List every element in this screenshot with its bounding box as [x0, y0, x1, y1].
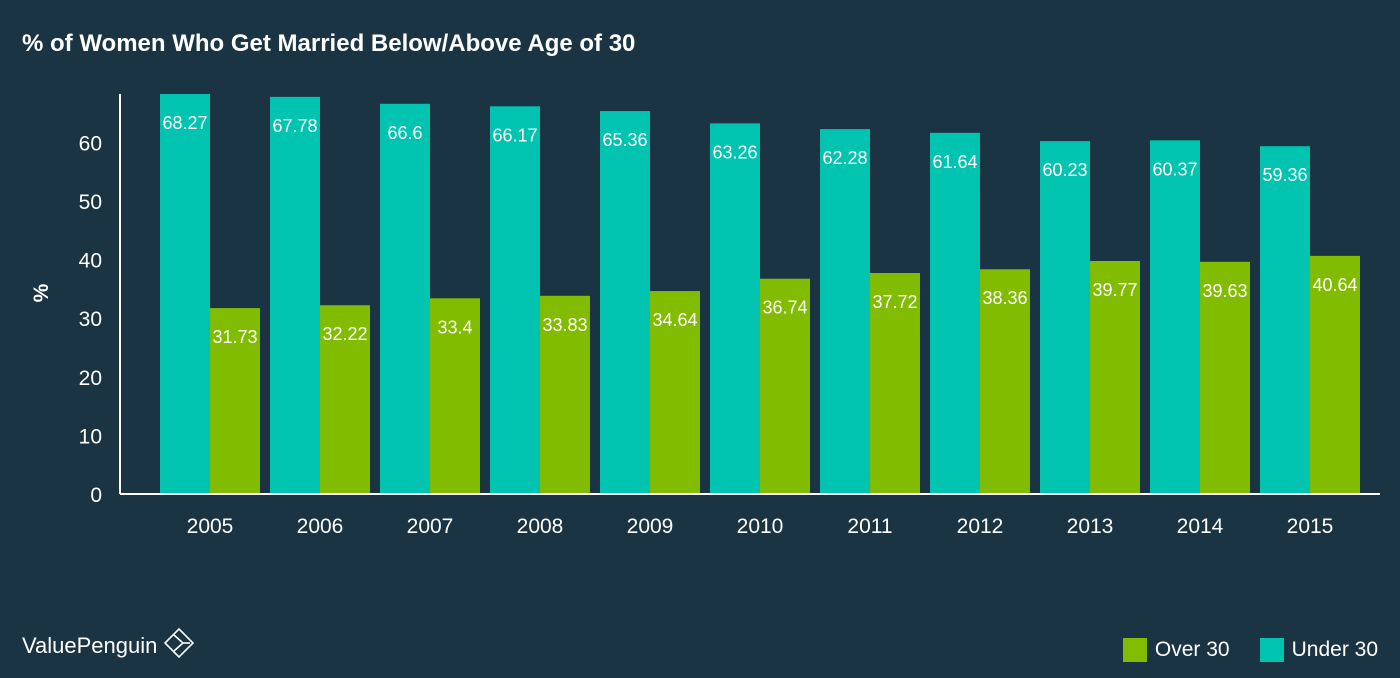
x-tick-label-2009: 2009: [627, 515, 674, 538]
data-label-under-30-2012: 61.64: [932, 152, 977, 172]
y-tick-label-0: 0: [90, 484, 102, 507]
x-tick-label-2014: 2014: [1177, 515, 1224, 538]
legend-item-under-30: Under 30: [1259, 638, 1378, 662]
bar-under-30-2012: [930, 132, 980, 494]
data-label-under-30-2013: 60.23: [1042, 160, 1087, 180]
bar-over-30-2008: [540, 295, 590, 494]
data-label-under-30-2011: 62.28: [822, 148, 867, 168]
data-label-under-30-2008: 66.17: [492, 125, 537, 145]
legend-swatch-over-30: [1122, 638, 1147, 662]
data-label-over-30-2012: 38.36: [982, 288, 1027, 308]
x-tick-label-2007: 2007: [407, 515, 454, 538]
bar-over-30-2010: [760, 278, 810, 494]
bar-under-30-2015: [1260, 146, 1310, 495]
bar-over-30-2011: [870, 272, 920, 494]
y-tick-label-40: 40: [79, 250, 102, 273]
bar-under-30-2014: [1150, 140, 1200, 494]
data-label-under-30-2015: 59.36: [1262, 165, 1307, 185]
bar-over-30-2014: [1200, 261, 1250, 494]
chart-legend: Over 30 Under 30: [1122, 638, 1378, 662]
data-label-under-30-2005: 68.27: [162, 113, 207, 133]
data-label-over-30-2007: 33.4: [437, 317, 472, 337]
bar-under-30-2009: [600, 111, 650, 494]
y-tick-label-50: 50: [79, 191, 102, 214]
data-labels-layer: 68.27 31.73 67.78 32.22 66.6 33.4 66.17 33.83 65…: [162, 113, 1357, 347]
x-tick-label-2015: 2015: [1287, 515, 1334, 538]
x-tick-label-2006: 2006: [297, 515, 344, 538]
data-label-under-30-2007: 66.6: [387, 123, 422, 143]
chart-title: % of Women Who Get Married Below/Above A…: [22, 30, 636, 57]
data-label-under-30-2009: 65.36: [602, 130, 647, 150]
legend-label-over-30: Over 30: [1154, 638, 1230, 661]
x-tick-label-2011: 2011: [847, 515, 892, 538]
axes-layer: 2005 2006 2007 2008 2009 2010 2011 2012 2013 2014…: [30, 94, 1380, 538]
data-label-under-30-2010: 63.26: [712, 142, 757, 162]
data-label-over-30-2011: 37.72: [872, 292, 917, 312]
bar-over-30-2015: [1310, 255, 1360, 494]
x-tick-label-2008: 2008: [517, 515, 564, 538]
x-tick-label-2005: 2005: [187, 515, 234, 538]
y-tick-label-60: 60: [79, 132, 102, 155]
data-label-over-30-2006: 32.22: [322, 324, 367, 344]
bar-under-30-2013: [1040, 141, 1090, 495]
bar-over-30-2007: [430, 298, 480, 494]
bar-under-30-2011: [820, 129, 870, 494]
legend-swatch-under-30: [1259, 638, 1284, 662]
x-tick-label-2013: 2013: [1067, 515, 1114, 538]
bar-under-30-2010: [710, 123, 760, 494]
bar-over-30-2013: [1090, 260, 1140, 494]
data-label-over-30-2009: 34.64: [652, 310, 697, 330]
bar-under-30-2007: [380, 103, 430, 495]
y-tick-label-30: 30: [79, 308, 102, 331]
y-tick-label-10: 10: [79, 425, 102, 448]
bar-under-30-2008: [490, 106, 540, 495]
brand-name: ValuePenguin: [22, 632, 158, 658]
bar-over-30-2012: [980, 269, 1030, 494]
data-label-over-30-2010: 36.74: [762, 298, 807, 318]
x-tick-label-2012: 2012: [957, 515, 1004, 538]
data-label-under-30-2006: 67.78: [272, 116, 317, 136]
data-label-under-30-2014: 60.37: [1152, 159, 1197, 179]
data-label-over-30-2014: 39.63: [1202, 281, 1247, 301]
x-tick-label-2010: 2010: [737, 515, 784, 538]
data-label-over-30-2005: 31.73: [212, 327, 257, 347]
bar-under-30-2006: [270, 96, 320, 494]
bar-over-30-2006: [320, 305, 370, 494]
data-label-over-30-2008: 33.83: [542, 315, 587, 335]
y-axis-label: %: [30, 283, 53, 302]
valuepenguin-logo-icon: [163, 627, 195, 664]
data-label-over-30-2015: 40.64: [1312, 275, 1357, 295]
legend-item-over-30: Over 30: [1122, 638, 1230, 662]
bar-under-30-2005: [160, 94, 210, 494]
data-label-over-30-2013: 39.77: [1092, 280, 1137, 300]
bars-layer: [160, 94, 1360, 495]
legend-label-under-30: Under 30: [1291, 638, 1378, 661]
bar-over-30-2009: [650, 291, 700, 494]
y-tick-label-20: 20: [79, 367, 102, 390]
brand-logo: ValuePenguin: [22, 627, 195, 664]
bar-over-30-2005: [210, 308, 260, 494]
